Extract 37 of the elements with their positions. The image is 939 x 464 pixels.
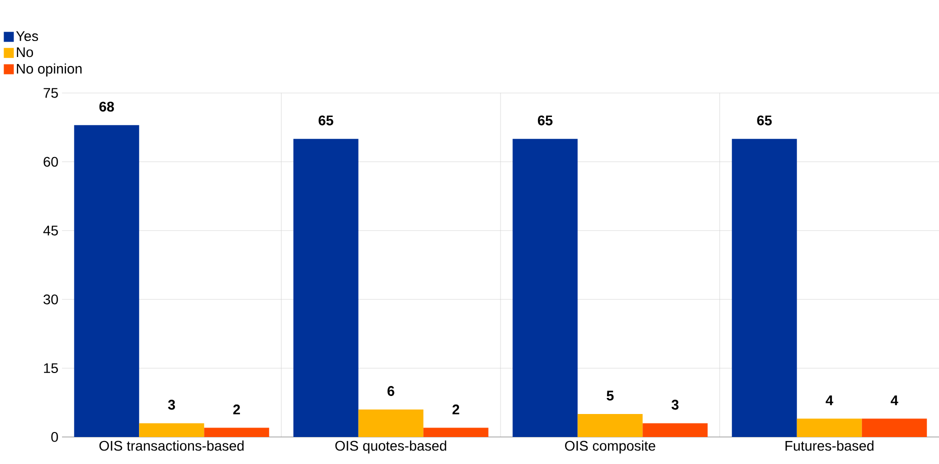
bar xyxy=(512,138,578,437)
legend-label: No opinion xyxy=(16,63,82,76)
data-label: 68 xyxy=(99,102,114,112)
data-label: 2 xyxy=(452,404,460,414)
data-label: 4 xyxy=(890,396,898,406)
y-tick-label: 45 xyxy=(43,226,58,236)
bar xyxy=(642,423,708,437)
bar xyxy=(139,423,204,437)
data-label: 65 xyxy=(538,115,553,126)
bar xyxy=(74,125,140,437)
bar xyxy=(862,418,927,437)
data-label: 6 xyxy=(388,386,394,396)
data-label: 4 xyxy=(826,396,834,406)
y-tick-label: 15 xyxy=(44,363,58,374)
bar xyxy=(204,428,270,437)
data-label: 65 xyxy=(318,115,334,126)
x-tick-label: OIS quotes-based xyxy=(335,440,446,454)
bar xyxy=(732,138,797,437)
y-tick-label: 30 xyxy=(44,294,58,304)
x-tick-label: OIS transactions-based xyxy=(99,440,244,451)
bar xyxy=(358,409,424,437)
legend-label: Yes xyxy=(16,31,38,42)
y-tick-label: 75 xyxy=(44,88,58,98)
bar xyxy=(423,428,488,437)
data-label: 3 xyxy=(672,400,679,410)
y-tick-label: 0 xyxy=(51,432,58,442)
bar xyxy=(578,414,643,437)
data-label: 2 xyxy=(233,404,240,414)
bar xyxy=(796,418,862,437)
data-label: 5 xyxy=(606,390,614,401)
data-label: 3 xyxy=(168,400,176,410)
data-label: 65 xyxy=(757,115,772,126)
bar xyxy=(293,138,358,437)
y-tick-label: 60 xyxy=(44,156,58,167)
x-tick-label: OIS composite xyxy=(565,440,656,454)
x-tick-label: Futures-based xyxy=(786,440,874,451)
legend-label: No xyxy=(16,47,34,58)
